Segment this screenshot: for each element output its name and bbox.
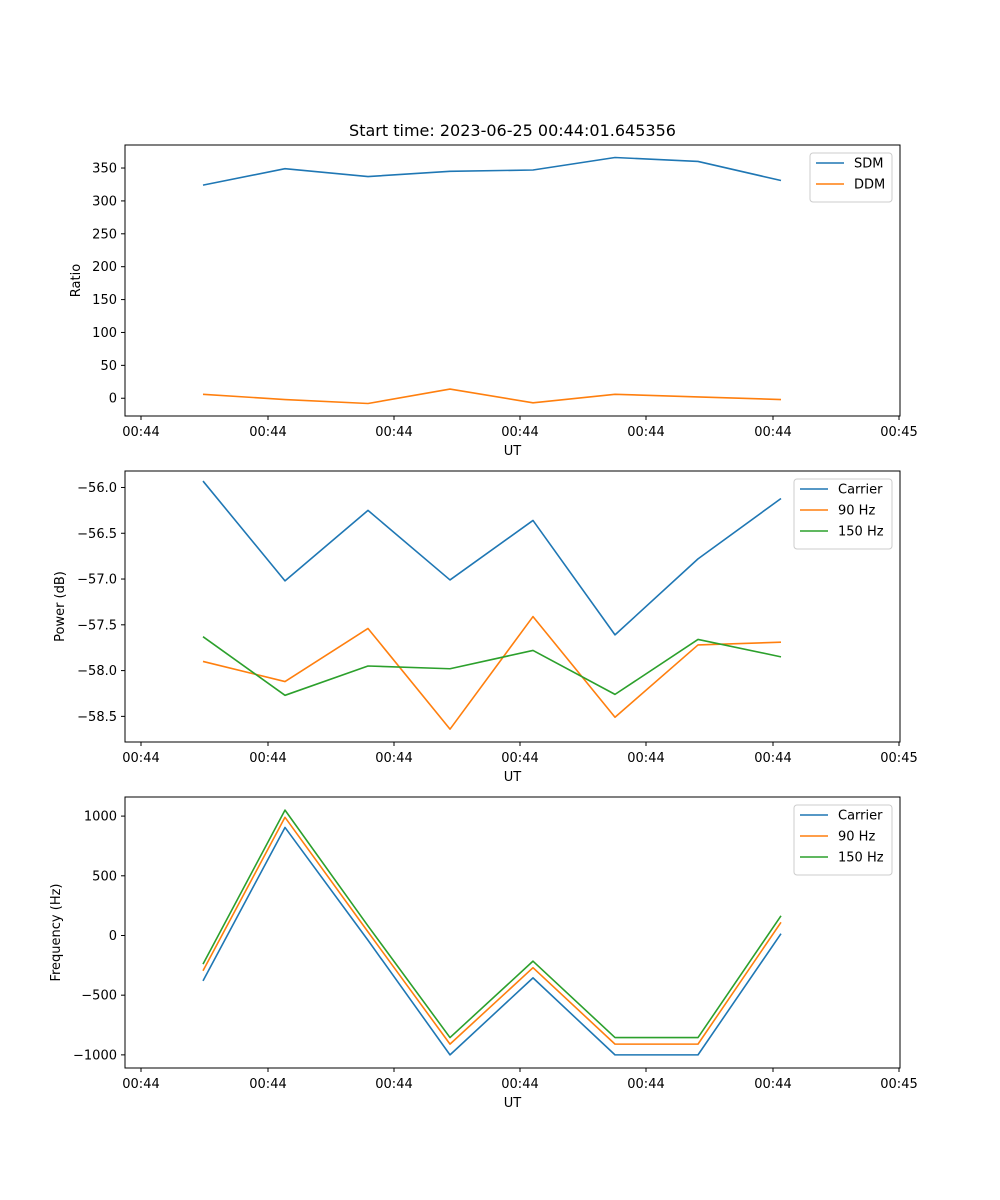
series-line-150-hz xyxy=(202,809,782,1039)
panel-1: Start time: 2023-06-25 00:44:01.645356 0 5… xyxy=(69,121,918,459)
x-tick-label: 00:45 xyxy=(880,751,917,766)
axes-frame xyxy=(124,470,901,743)
x-tick-label: 00:44 xyxy=(754,1077,791,1092)
legend: Carrier 90 Hz 150 Hz xyxy=(793,804,893,876)
x-tick-label: 00:44 xyxy=(375,751,412,766)
y-tick-label: −58.5 xyxy=(77,710,117,725)
x-tick-label: 00:44 xyxy=(627,751,664,766)
y-tick-label: 50 xyxy=(100,359,117,374)
legend-entry: SDM xyxy=(854,157,883,172)
y-tick-label: 100 xyxy=(92,326,117,341)
y-axis-label: Frequency (Hz) xyxy=(49,883,64,981)
legend-entry: Carrier xyxy=(838,809,883,824)
x-tick-label: 00:45 xyxy=(880,1077,917,1092)
y-axis-label: Ratio xyxy=(69,264,84,297)
x-tick-label: 00:44 xyxy=(249,425,286,440)
x-tick-label: 00:44 xyxy=(501,1077,538,1092)
x-tick-label: 00:44 xyxy=(249,751,286,766)
y-tick-label: −500 xyxy=(81,989,117,1004)
x-axis-label: UT xyxy=(504,1096,522,1111)
series-line-ddm xyxy=(202,388,782,405)
chart-title: Start time: 2023-06-25 00:44:01.645356 xyxy=(349,121,676,140)
x-tick-label: 00:44 xyxy=(501,425,538,440)
x-axis-label: UT xyxy=(504,444,522,459)
panel-3: −1000 −500 0 500 1000 00:44 00:44 00:44 00:44 00:… xyxy=(49,796,918,1111)
x-tick-label: 00:44 xyxy=(501,751,538,766)
x-tick-label: 00:44 xyxy=(122,751,159,766)
series-line-sdm xyxy=(202,156,782,186)
legend-entry: Carrier xyxy=(838,483,883,498)
panel-2: −58.5 −58.0 −57.5 −57.0 −56.5 −56.0 00:44 00:44… xyxy=(53,470,918,785)
series-line-150-hz xyxy=(202,636,782,697)
x-tick-label: 00:44 xyxy=(375,425,412,440)
x-tick-label: 00:44 xyxy=(754,425,791,440)
y-tick-label: −57.5 xyxy=(77,618,117,633)
legend-entry: 150 Hz xyxy=(838,525,884,540)
y-tick-label: −56.0 xyxy=(77,481,117,496)
series-line-carrier xyxy=(202,826,782,1056)
x-axis-label: UT xyxy=(504,770,522,785)
legend-entry: 150 Hz xyxy=(838,851,884,866)
y-tick-label: 350 xyxy=(92,162,117,177)
x-tick-label: 00:44 xyxy=(375,1077,412,1092)
y-tick-label: −1000 xyxy=(73,1048,117,1063)
y-axis-label: Power (dB) xyxy=(53,571,68,642)
y-tick-label: 300 xyxy=(92,194,117,209)
y-tick-label: −58.0 xyxy=(77,664,117,679)
axes-frame xyxy=(124,796,901,1069)
legend: SDM DDM xyxy=(809,152,893,203)
series-line-90-hz xyxy=(202,615,782,730)
y-tick-label: 250 xyxy=(92,227,117,242)
series-line-carrier xyxy=(202,480,782,636)
y-tick-label: 150 xyxy=(92,293,117,308)
legend: Carrier 90 Hz 150 Hz xyxy=(793,478,893,550)
axes-frame xyxy=(124,144,901,417)
x-tick-label: 00:44 xyxy=(627,1077,664,1092)
x-tick-label: 00:44 xyxy=(122,1077,159,1092)
y-tick-label: 0 xyxy=(109,392,117,407)
x-tick-label: 00:44 xyxy=(249,1077,286,1092)
legend-entry: 90 Hz xyxy=(838,830,875,845)
y-tick-label: 0 xyxy=(109,929,117,944)
legend-entry: DDM xyxy=(854,178,885,193)
y-tick-label: 500 xyxy=(92,869,117,884)
y-tick-label: 1000 xyxy=(84,810,117,825)
x-tick-label: 00:44 xyxy=(122,425,159,440)
x-tick-label: 00:44 xyxy=(627,425,664,440)
legend-box xyxy=(809,152,893,203)
y-tick-label: −57.0 xyxy=(77,573,117,588)
x-tick-label: 00:45 xyxy=(880,425,917,440)
legend-entry: 90 Hz xyxy=(838,504,875,519)
y-tick-label: −56.5 xyxy=(77,527,117,542)
x-tick-label: 00:44 xyxy=(754,751,791,766)
series-line-90-hz xyxy=(202,816,782,1045)
y-tick-label: 200 xyxy=(92,260,117,275)
